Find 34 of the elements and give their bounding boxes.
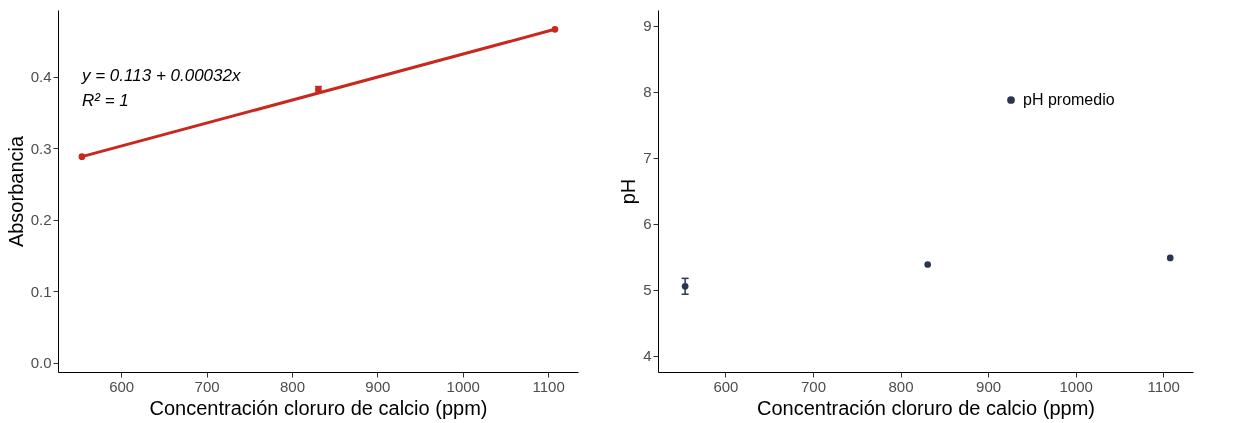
x-tick-label: 700 <box>800 377 826 395</box>
x-axis-title: Concentración cloruro de calcio (ppm) <box>757 396 1095 419</box>
x-tick-label: 1100 <box>532 377 565 395</box>
point <box>1166 254 1174 262</box>
y-axis-title: Absorbancia <box>4 135 27 248</box>
x-tick-label: 1000 <box>1059 377 1093 395</box>
point <box>551 25 559 33</box>
y-tick-label: 0.1 <box>30 282 52 300</box>
y-tick-label: 8 <box>643 83 652 101</box>
y-tick-label: 9 <box>643 17 652 35</box>
x-tick-label: 1100 <box>1147 377 1180 395</box>
x-tick-label: 1000 <box>446 377 480 395</box>
y-tick-label: 0.3 <box>30 139 52 157</box>
y-tick-label: 0.2 <box>30 211 52 229</box>
x-tick-label: 800 <box>888 377 914 395</box>
x-tick-label: 900 <box>365 377 391 395</box>
x-tick-label: 600 <box>109 377 135 395</box>
y-tick-label: 6 <box>643 215 652 233</box>
legend-label: pH promedio <box>1023 91 1115 108</box>
point <box>78 153 86 161</box>
x-axis-title: Concentración cloruro de calcio (ppm) <box>149 396 488 419</box>
y-tick-label: 7 <box>643 149 652 167</box>
x-tick-label: 600 <box>713 377 739 395</box>
annotation: R² = 1 <box>82 91 129 110</box>
y-tick-label: 4 <box>643 347 652 365</box>
x-tick-label: 900 <box>976 377 1002 395</box>
y-tick-label: 5 <box>643 281 652 299</box>
x-tick-label: 700 <box>194 377 220 395</box>
point <box>924 261 932 268</box>
y-tick-label: 0.4 <box>30 68 52 86</box>
y-tick-label: 0.0 <box>30 354 52 372</box>
y-axis-title: pH <box>617 178 640 205</box>
x-tick-label: 800 <box>279 377 305 395</box>
annotation: y = 0.113 + 0.00032x <box>81 66 241 85</box>
